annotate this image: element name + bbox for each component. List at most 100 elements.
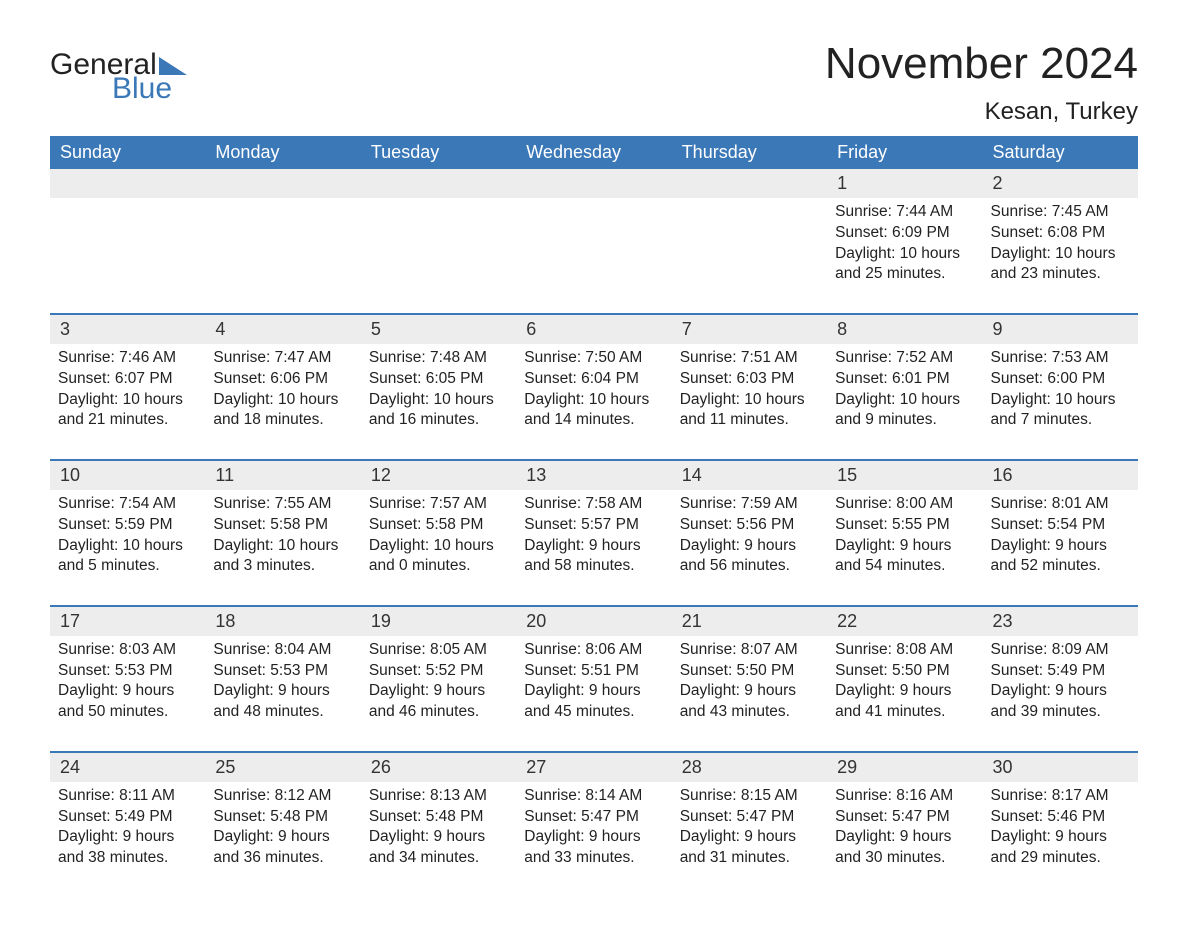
day-number: 18: [215, 611, 235, 631]
sunrise-line: Sunrise: 8:09 AM: [991, 640, 1130, 661]
day-number: 7: [682, 319, 692, 339]
calendar-week-row: .....1Sunrise: 7:44 AMSunset: 6:09 PMDay…: [50, 169, 1138, 314]
day-number: 24: [60, 757, 80, 777]
day-number-bar: 15: [827, 461, 982, 489]
day-number: 21: [682, 611, 702, 631]
sunset-line: Sunset: 5:47 PM: [680, 807, 819, 828]
sunset-line: Sunset: 5:52 PM: [369, 661, 508, 682]
calendar-day-cell: 24Sunrise: 8:11 AMSunset: 5:49 PMDayligh…: [50, 752, 205, 897]
day-number-bar: 8: [827, 315, 982, 343]
sunrise-line: Sunrise: 7:50 AM: [524, 348, 663, 369]
sunrise-line: Sunrise: 7:46 AM: [58, 348, 197, 369]
calendar-day-cell: 23Sunrise: 8:09 AMSunset: 5:49 PMDayligh…: [983, 606, 1138, 752]
weekday-header: Friday: [827, 136, 982, 169]
calendar-week-row: 24Sunrise: 8:11 AMSunset: 5:49 PMDayligh…: [50, 752, 1138, 897]
day-number: 9: [993, 319, 1003, 339]
calendar-day-cell: 22Sunrise: 8:08 AMSunset: 5:50 PMDayligh…: [827, 606, 982, 752]
day-number-bar: 16: [983, 461, 1138, 489]
daylight-line: Daylight: 10 hours and 7 minutes.: [991, 390, 1130, 432]
sunrise-line: Sunrise: 8:05 AM: [369, 640, 508, 661]
sunset-line: Sunset: 6:03 PM: [680, 369, 819, 390]
day-number: 29: [837, 757, 857, 777]
day-number-bar: 7: [672, 315, 827, 343]
sunrise-line: Sunrise: 8:03 AM: [58, 640, 197, 661]
daylight-line: Daylight: 9 hours and 34 minutes.: [369, 827, 508, 869]
calendar-day-cell: 25Sunrise: 8:12 AMSunset: 5:48 PMDayligh…: [205, 752, 360, 897]
calendar-day-cell: 9Sunrise: 7:53 AMSunset: 6:00 PMDaylight…: [983, 314, 1138, 460]
calendar-day-cell: 3Sunrise: 7:46 AMSunset: 6:07 PMDaylight…: [50, 314, 205, 460]
weekday-header-row: Sunday Monday Tuesday Wednesday Thursday…: [50, 136, 1138, 169]
sunrise-line: Sunrise: 8:17 AM: [991, 786, 1130, 807]
weekday-header: Sunday: [50, 136, 205, 169]
calendar-day-cell: 1Sunrise: 7:44 AMSunset: 6:09 PMDaylight…: [827, 169, 982, 314]
sunset-line: Sunset: 5:46 PM: [991, 807, 1130, 828]
day-number-bar: 3: [50, 315, 205, 343]
day-number-bar: 26: [361, 753, 516, 781]
daylight-line: Daylight: 9 hours and 54 minutes.: [835, 536, 974, 578]
calendar-day-cell: 2Sunrise: 7:45 AMSunset: 6:08 PMDaylight…: [983, 169, 1138, 314]
daylight-line: Daylight: 9 hours and 39 minutes.: [991, 681, 1130, 723]
weekday-header: Saturday: [983, 136, 1138, 169]
location-label: Kesan, Turkey: [825, 98, 1138, 126]
sunset-line: Sunset: 5:57 PM: [524, 515, 663, 536]
daylight-line: Daylight: 10 hours and 23 minutes.: [991, 244, 1130, 286]
logo-text-blue: Blue: [112, 74, 172, 104]
weekday-header: Thursday: [672, 136, 827, 169]
daylight-line: Daylight: 9 hours and 43 minutes.: [680, 681, 819, 723]
sunrise-line: Sunrise: 7:48 AM: [369, 348, 508, 369]
sunrise-line: Sunrise: 7:54 AM: [58, 494, 197, 515]
calendar-day-cell: 21Sunrise: 8:07 AMSunset: 5:50 PMDayligh…: [672, 606, 827, 752]
day-number: 23: [993, 611, 1013, 631]
calendar-day-cell: 19Sunrise: 8:05 AMSunset: 5:52 PMDayligh…: [361, 606, 516, 752]
day-number-bar: 10: [50, 461, 205, 489]
calendar-day-cell: .: [361, 169, 516, 314]
sunrise-line: Sunrise: 8:04 AM: [213, 640, 352, 661]
day-number: 10: [60, 465, 80, 485]
day-number: 6: [526, 319, 536, 339]
sunset-line: Sunset: 6:04 PM: [524, 369, 663, 390]
calendar-day-cell: .: [205, 169, 360, 314]
sunset-line: Sunset: 5:58 PM: [369, 515, 508, 536]
day-number-bar: 29: [827, 753, 982, 781]
day-number-bar: .: [361, 169, 516, 197]
calendar-week-row: 17Sunrise: 8:03 AMSunset: 5:53 PMDayligh…: [50, 606, 1138, 752]
day-number-bar: 4: [205, 315, 360, 343]
daylight-line: Daylight: 10 hours and 25 minutes.: [835, 244, 974, 286]
sunset-line: Sunset: 6:05 PM: [369, 369, 508, 390]
calendar-day-cell: 30Sunrise: 8:17 AMSunset: 5:46 PMDayligh…: [983, 752, 1138, 897]
weekday-header: Wednesday: [516, 136, 671, 169]
sunset-line: Sunset: 5:48 PM: [369, 807, 508, 828]
sunset-line: Sunset: 5:51 PM: [524, 661, 663, 682]
daylight-line: Daylight: 9 hours and 52 minutes.: [991, 536, 1130, 578]
daylight-line: Daylight: 9 hours and 41 minutes.: [835, 681, 974, 723]
logo: General Blue: [50, 50, 187, 104]
calendar-table: Sunday Monday Tuesday Wednesday Thursday…: [50, 136, 1138, 897]
sunrise-line: Sunrise: 7:51 AM: [680, 348, 819, 369]
weekday-header: Tuesday: [361, 136, 516, 169]
daylight-line: Daylight: 10 hours and 14 minutes.: [524, 390, 663, 432]
calendar-day-cell: 18Sunrise: 8:04 AMSunset: 5:53 PMDayligh…: [205, 606, 360, 752]
daylight-line: Daylight: 10 hours and 18 minutes.: [213, 390, 352, 432]
calendar-day-cell: .: [50, 169, 205, 314]
daylight-line: Daylight: 9 hours and 36 minutes.: [213, 827, 352, 869]
sunset-line: Sunset: 5:53 PM: [213, 661, 352, 682]
day-number-bar: .: [672, 169, 827, 197]
sunrise-line: Sunrise: 7:47 AM: [213, 348, 352, 369]
sunrise-line: Sunrise: 7:57 AM: [369, 494, 508, 515]
daylight-line: Daylight: 10 hours and 5 minutes.: [58, 536, 197, 578]
calendar-day-cell: 13Sunrise: 7:58 AMSunset: 5:57 PMDayligh…: [516, 460, 671, 606]
day-number: 16: [993, 465, 1013, 485]
daylight-line: Daylight: 10 hours and 3 minutes.: [213, 536, 352, 578]
sunset-line: Sunset: 5:54 PM: [991, 515, 1130, 536]
sunset-line: Sunset: 5:50 PM: [680, 661, 819, 682]
calendar-day-cell: 5Sunrise: 7:48 AMSunset: 6:05 PMDaylight…: [361, 314, 516, 460]
calendar-week-row: 3Sunrise: 7:46 AMSunset: 6:07 PMDaylight…: [50, 314, 1138, 460]
calendar-day-cell: 7 Sunrise: 7:51 AMSunset: 6:03 PMDaylight…: [672, 314, 827, 460]
day-number-bar: 6: [516, 315, 671, 343]
calendar-day-cell: 14Sunrise: 7:59 AMSunset: 5:56 PMDayligh…: [672, 460, 827, 606]
sunset-line: Sunset: 5:59 PM: [58, 515, 197, 536]
day-number-bar: 12: [361, 461, 516, 489]
daylight-line: Daylight: 10 hours and 11 minutes.: [680, 390, 819, 432]
sunrise-line: Sunrise: 8:14 AM: [524, 786, 663, 807]
day-number: 30: [993, 757, 1013, 777]
